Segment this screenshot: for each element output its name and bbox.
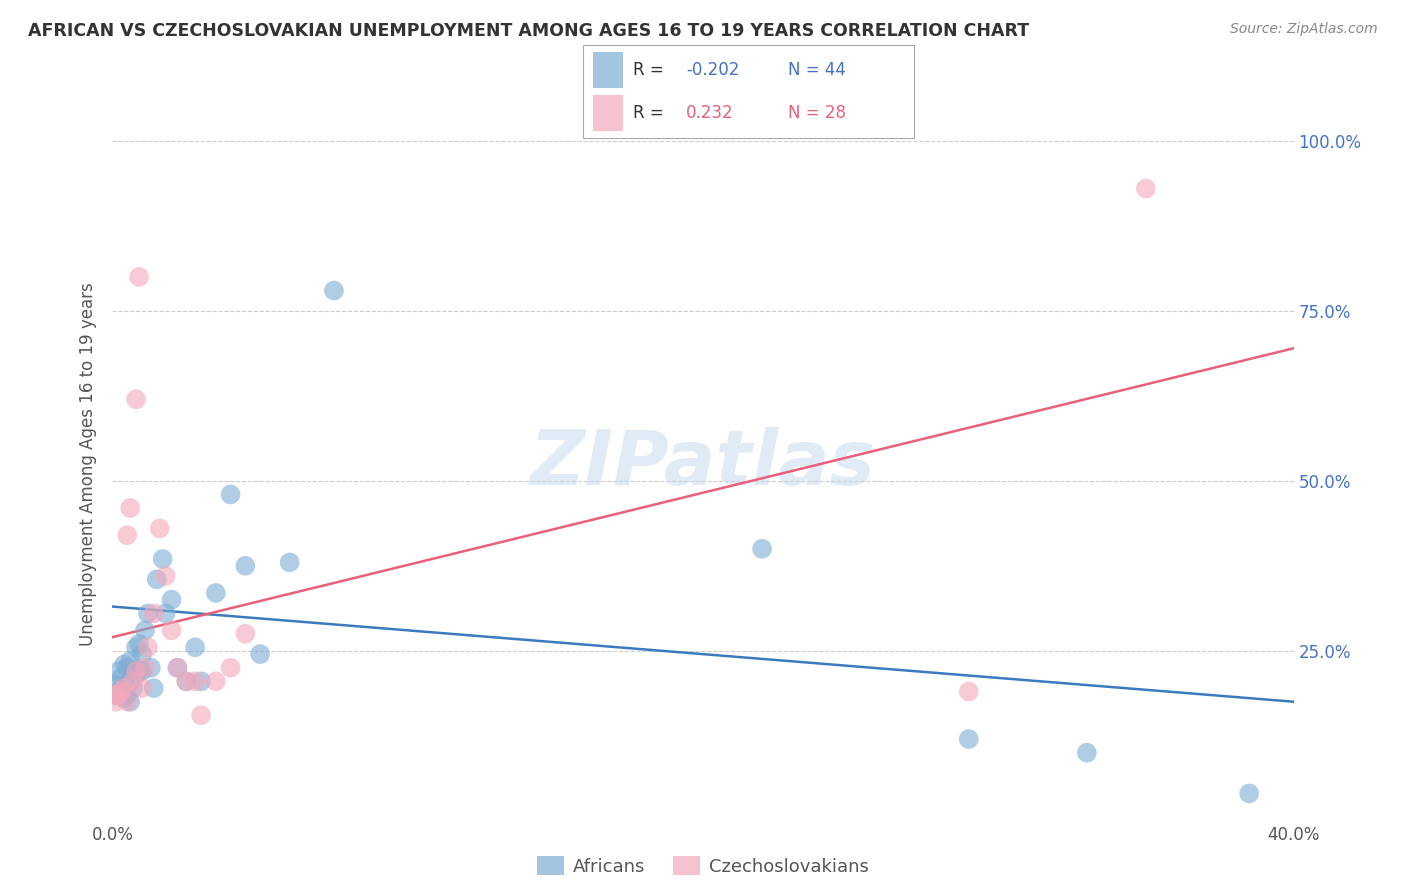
Point <box>152 552 174 566</box>
Point <box>146 573 169 587</box>
Point <box>104 688 127 702</box>
Point <box>104 678 127 692</box>
Point <box>128 269 150 284</box>
Point <box>278 555 301 569</box>
Text: -0.202: -0.202 <box>686 61 740 78</box>
Point <box>205 586 228 600</box>
Text: N = 44: N = 44 <box>789 61 846 78</box>
Text: 0.232: 0.232 <box>686 104 734 122</box>
Point <box>184 674 207 689</box>
Point <box>128 664 150 678</box>
Point <box>166 661 188 675</box>
Point <box>112 657 135 672</box>
Point <box>155 607 177 621</box>
Point <box>134 624 156 638</box>
Point <box>131 664 153 678</box>
Point <box>122 674 145 689</box>
Point <box>249 647 271 661</box>
Point <box>323 284 346 298</box>
Point <box>205 674 228 689</box>
Point <box>110 688 132 702</box>
Point <box>190 708 212 723</box>
Point <box>112 681 135 695</box>
Point <box>107 688 129 702</box>
Point <box>117 695 138 709</box>
Point <box>112 691 135 706</box>
Point <box>957 732 980 747</box>
Point <box>125 640 148 655</box>
Point <box>107 684 129 698</box>
Text: N = 28: N = 28 <box>789 104 846 122</box>
Point <box>110 671 132 685</box>
Point <box>120 695 142 709</box>
Point <box>155 569 177 583</box>
Point <box>233 626 256 640</box>
Point <box>1239 787 1261 801</box>
Point <box>131 647 153 661</box>
Point <box>107 664 129 678</box>
Point <box>174 674 197 689</box>
Point <box>120 501 142 516</box>
Point <box>149 521 172 535</box>
Bar <box>593 95 623 131</box>
Point <box>160 624 183 638</box>
Point <box>1135 181 1157 195</box>
Text: Source: ZipAtlas.com: Source: ZipAtlas.com <box>1230 22 1378 37</box>
Point <box>117 678 138 692</box>
Point <box>160 592 183 607</box>
Point <box>136 640 159 655</box>
Point <box>174 674 197 689</box>
Point <box>136 607 159 621</box>
Point <box>128 637 150 651</box>
Point <box>190 674 212 689</box>
Point <box>110 684 132 698</box>
Bar <box>593 52 623 87</box>
Point <box>142 681 165 695</box>
Point <box>142 607 165 621</box>
Point <box>219 487 242 501</box>
Text: AFRICAN VS CZECHOSLOVAKIAN UNEMPLOYMENT AMONG AGES 16 TO 19 YEARS CORRELATION CH: AFRICAN VS CZECHOSLOVAKIAN UNEMPLOYMENT … <box>28 22 1029 40</box>
Point <box>125 664 148 678</box>
Point <box>120 654 142 668</box>
Y-axis label: Unemployment Among Ages 16 to 19 years: Unemployment Among Ages 16 to 19 years <box>79 282 97 646</box>
Point <box>117 661 138 675</box>
Point <box>104 695 127 709</box>
Text: R =: R = <box>633 61 669 78</box>
Point <box>134 661 156 675</box>
Point <box>957 684 980 698</box>
Legend: Africans, Czechoslovakians: Africans, Czechoslovakians <box>530 849 876 883</box>
Point <box>122 681 145 695</box>
Point <box>233 558 256 573</box>
Point <box>1076 746 1098 760</box>
Point <box>125 667 148 681</box>
Point <box>139 661 162 675</box>
Point <box>219 661 242 675</box>
Point <box>166 661 188 675</box>
Point <box>125 392 148 407</box>
Text: R =: R = <box>633 104 675 122</box>
Point <box>751 541 773 556</box>
Point <box>131 681 153 695</box>
Point <box>120 674 142 689</box>
Text: ZIPatlas: ZIPatlas <box>530 427 876 500</box>
Point <box>184 640 207 655</box>
Point <box>122 664 145 678</box>
Point <box>104 688 127 702</box>
FancyBboxPatch shape <box>583 45 914 138</box>
Point <box>117 688 138 702</box>
Point <box>117 528 138 542</box>
